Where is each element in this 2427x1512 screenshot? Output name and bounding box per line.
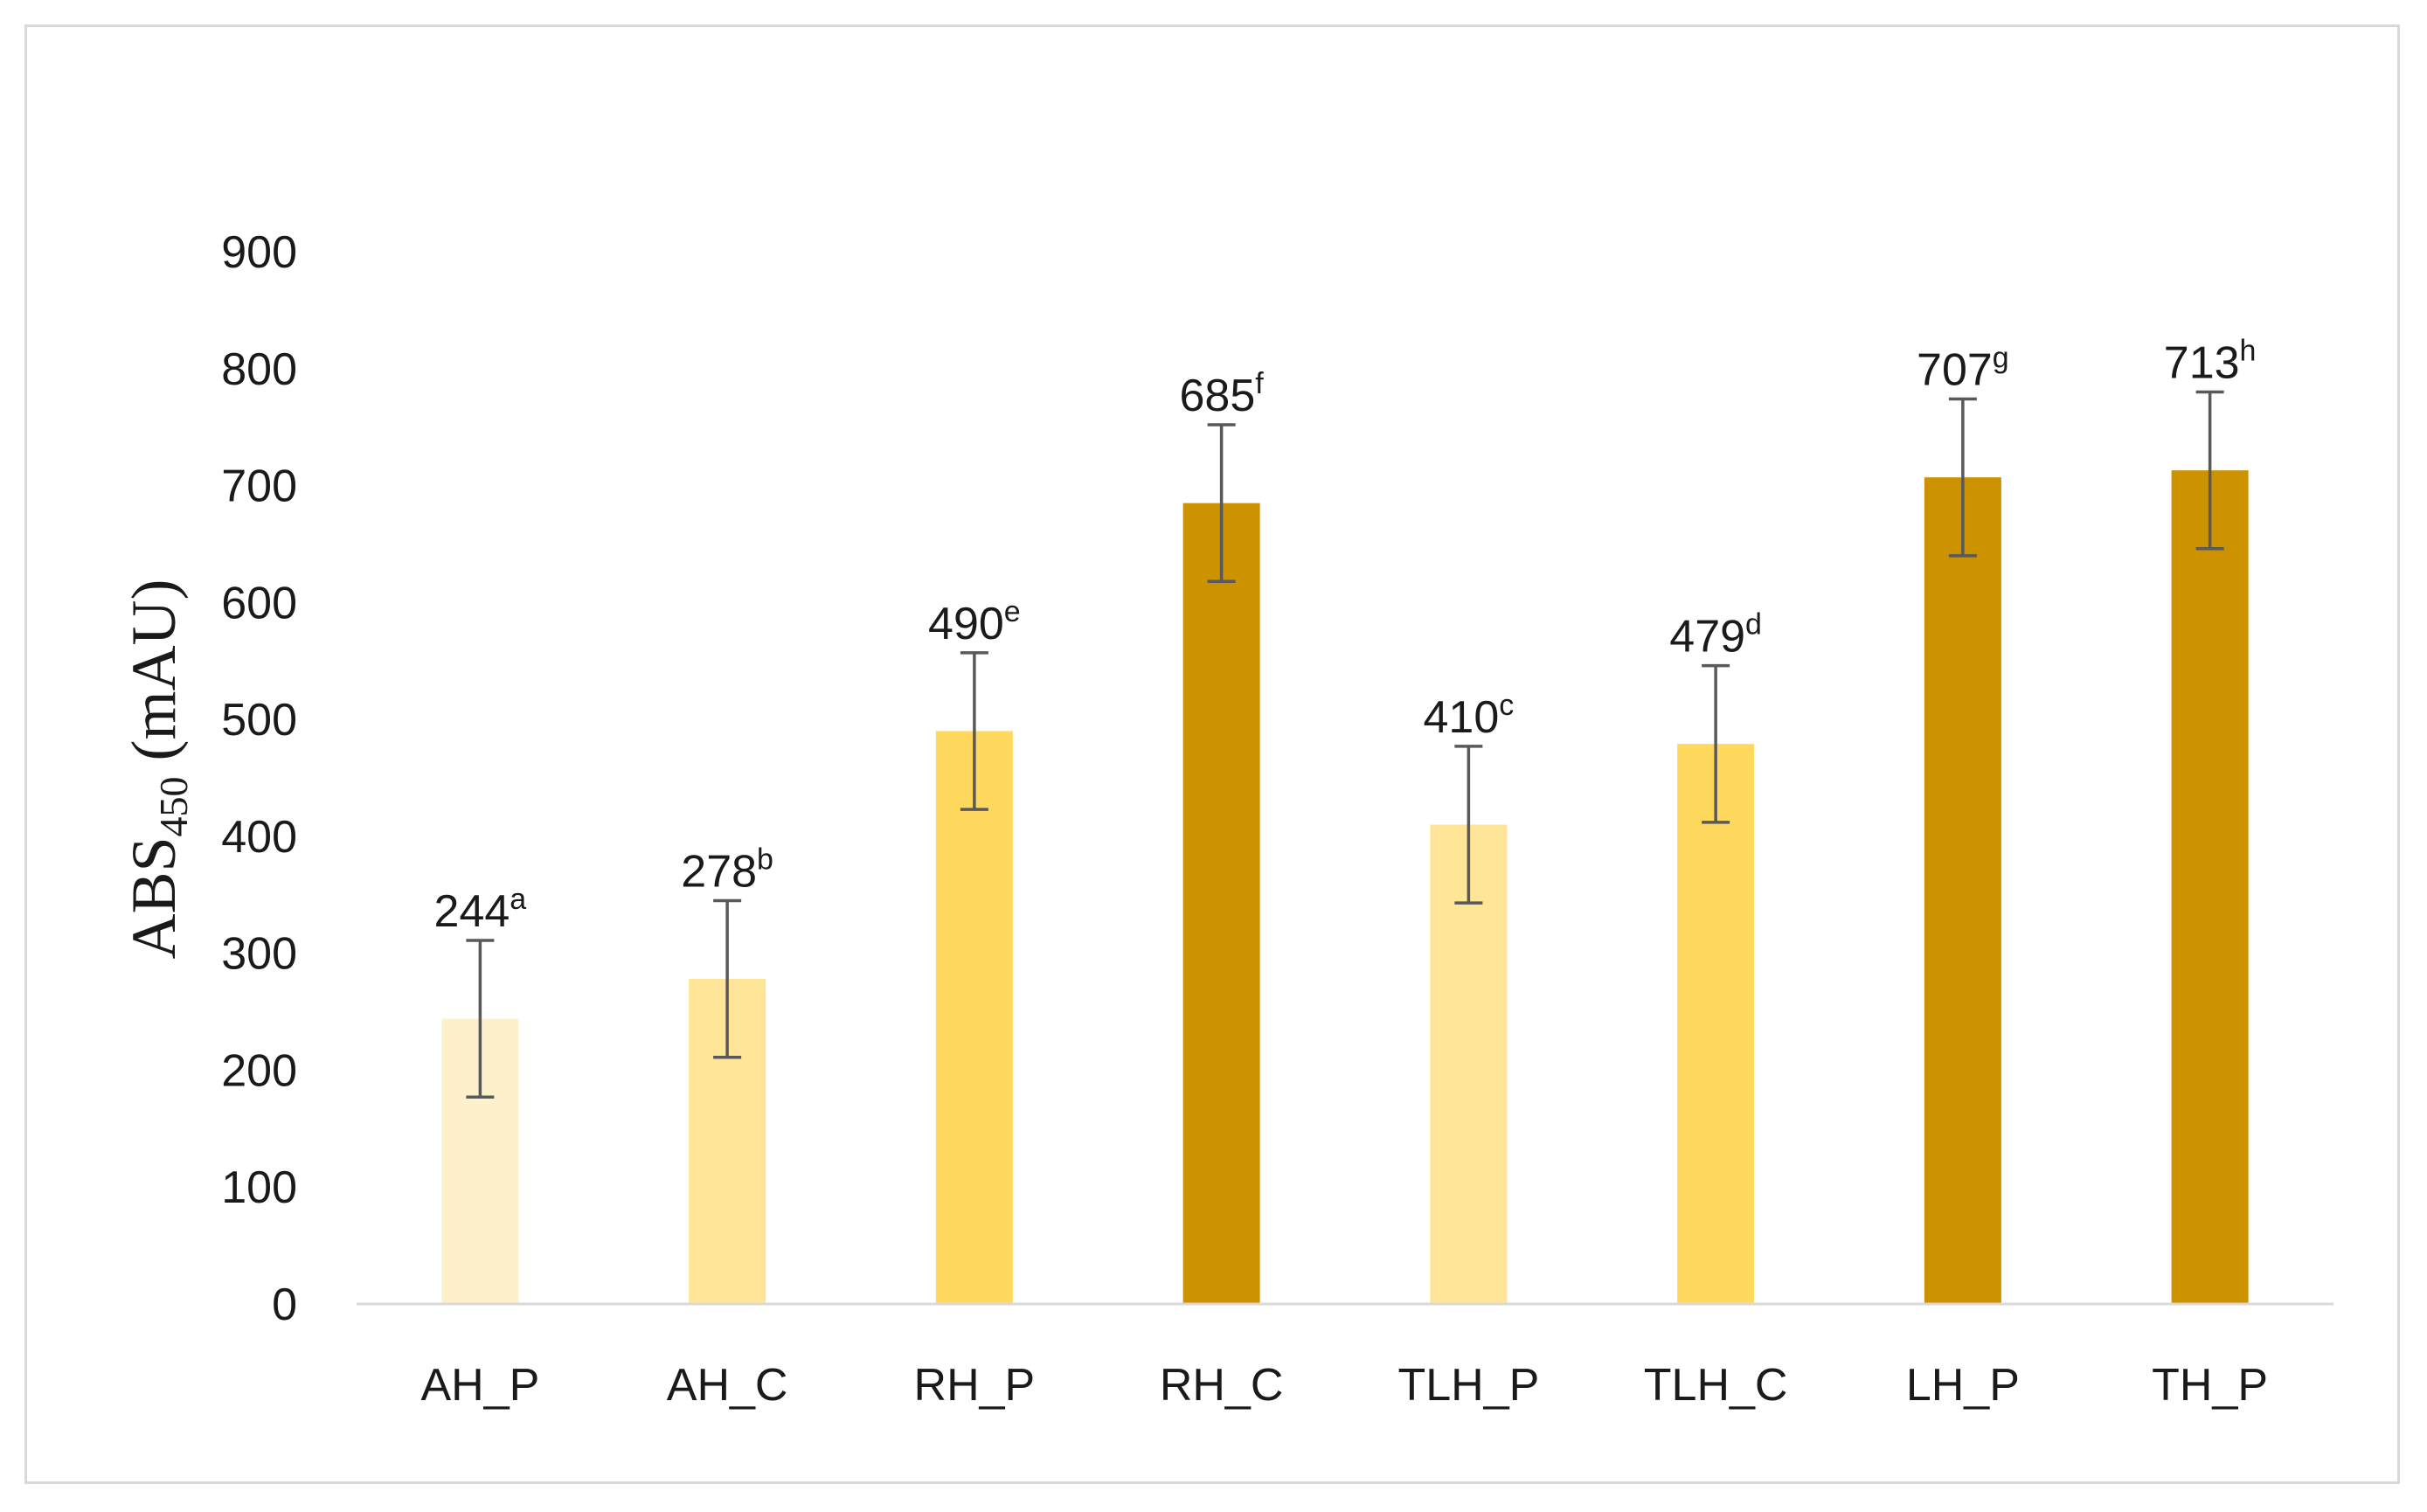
error-bar <box>1948 397 1977 558</box>
data-label: 490e <box>928 595 1021 649</box>
y-tick-label: 700 <box>221 461 297 512</box>
category-label: TH_P <box>2152 1360 2268 1411</box>
bar <box>1924 477 2001 1304</box>
y-axis-title-main: ABS <box>119 836 189 959</box>
data-label: 479d <box>1669 608 1762 662</box>
error-bar <box>466 939 495 1099</box>
y-tick-label: 800 <box>221 344 297 395</box>
data-label: 278b <box>681 843 773 897</box>
error-bars <box>466 390 2224 1099</box>
error-bar <box>1702 663 1730 824</box>
bar <box>935 731 1013 1304</box>
error-bar <box>960 651 988 811</box>
error-bar <box>1454 745 1483 905</box>
y-axis-ticks: 0 100 200 300 400 500 600 700 800 900 <box>221 227 297 1330</box>
error-bar <box>713 898 742 1059</box>
y-tick-label: 200 <box>221 1045 297 1096</box>
bars <box>441 470 2249 1304</box>
category-label: AH_P <box>420 1360 539 1411</box>
data-label: 707g <box>1917 342 2009 396</box>
data-label: 244a <box>434 883 527 937</box>
y-axis-title: ABS450 (mAU) <box>119 579 196 959</box>
category-label: TLH_C <box>1644 1360 1788 1411</box>
data-labels: 244a 278b 490e 685f 410c 479d 707g 713h <box>434 335 2257 937</box>
bar <box>1182 503 1260 1304</box>
y-axis-title-unit: (mAU) <box>119 579 189 776</box>
bar <box>1430 824 1508 1304</box>
category-label: TLH_P <box>1397 1360 1539 1411</box>
bar <box>2171 470 2249 1304</box>
data-label: 410c <box>1423 689 1514 743</box>
error-bar <box>2195 390 2224 551</box>
y-tick-label: 0 <box>272 1280 297 1330</box>
category-label: AH_C <box>667 1360 788 1411</box>
y-tick-label: 100 <box>221 1162 297 1213</box>
bar <box>1677 744 1755 1304</box>
category-label: LH_P <box>1906 1360 2020 1411</box>
data-label: 713h <box>2164 335 2257 389</box>
y-axis-title-subscript: 450 <box>151 776 196 836</box>
category-labels: AH_P AH_C RH_P RH_C TLH_P TLH_C LH_P TH_P <box>420 1360 2268 1411</box>
y-tick-label: 300 <box>221 929 297 980</box>
y-tick-label: 500 <box>221 695 297 746</box>
y-tick-label: 400 <box>221 812 297 863</box>
y-tick-label: 900 <box>221 227 297 278</box>
y-tick-label: 600 <box>221 578 297 628</box>
error-bar <box>1207 423 1236 584</box>
data-label: 685f <box>1180 367 1265 421</box>
category-label: RH_P <box>914 1360 1036 1411</box>
category-label: RH_C <box>1160 1360 1284 1411</box>
